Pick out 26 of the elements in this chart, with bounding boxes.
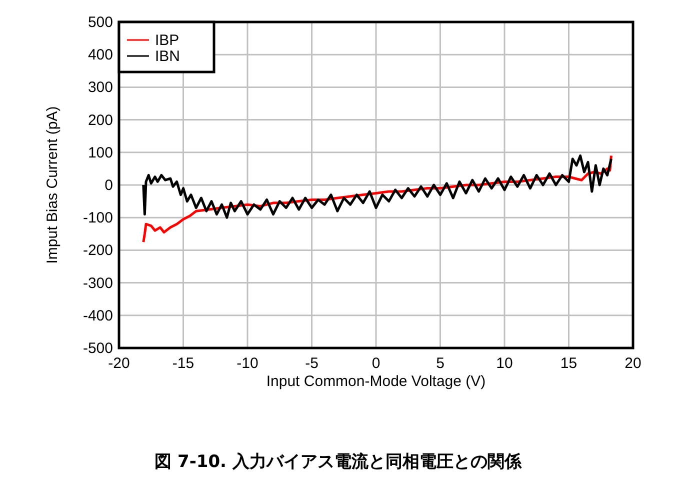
x-axis-title: Input Common-Mode Voltage (V): [266, 373, 486, 390]
y-tick-label: -400: [82, 307, 113, 324]
x-tick-label: -5: [305, 355, 318, 372]
x-tick-label: 10: [496, 355, 513, 372]
y-tick-label: 100: [88, 144, 113, 162]
y-tick-label: -300: [82, 274, 113, 292]
y-tick-label: 300: [88, 79, 113, 96]
legend-label: IBN: [155, 48, 180, 65]
text: 図 7-10. 入力バイアス電流と同相電圧との関係: [154, 452, 522, 472]
y-tick-label: 500: [88, 14, 113, 31]
x-tick-label: -10: [236, 355, 258, 372]
y-tick-label: 0: [104, 177, 113, 194]
x-tick-label: 20: [624, 355, 642, 372]
line-series: [142, 154, 612, 219]
x-tick-label: -20: [108, 355, 130, 372]
x-tick-label: 5: [436, 355, 444, 372]
x-tick-label: -15: [172, 355, 194, 372]
y-axis-title: Imput Bias Current (pA): [44, 106, 61, 264]
legend-label: IBP: [155, 32, 180, 49]
x-tick-label: 15: [560, 355, 578, 372]
y-tick-label: -500: [82, 340, 113, 357]
y-tick-label: -100: [82, 210, 113, 227]
y-tick-label: 400: [88, 46, 113, 64]
y-tick-label: -200: [82, 242, 113, 260]
y-tick-label: 200: [88, 112, 113, 129]
x-tick-label: 0: [372, 355, 380, 372]
